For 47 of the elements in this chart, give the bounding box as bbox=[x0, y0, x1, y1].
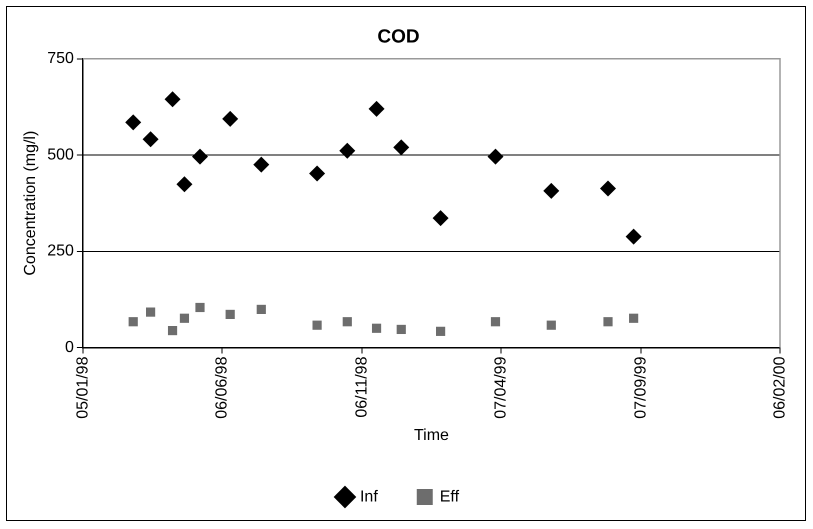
point bbox=[142, 131, 159, 148]
point bbox=[543, 182, 560, 199]
point bbox=[146, 308, 156, 317]
point bbox=[490, 317, 500, 326]
point bbox=[432, 210, 449, 226]
point bbox=[309, 166, 326, 182]
point bbox=[368, 100, 385, 117]
point bbox=[192, 148, 208, 165]
point bbox=[176, 176, 192, 192]
x-tick-label: 06/11/98 bbox=[353, 356, 370, 418]
point bbox=[180, 314, 190, 323]
point bbox=[168, 326, 178, 336]
y-tick-label: 750 bbox=[47, 50, 74, 68]
point bbox=[393, 139, 410, 156]
point bbox=[125, 114, 142, 130]
point bbox=[629, 314, 638, 323]
x-axis-title: Time bbox=[414, 426, 450, 444]
point bbox=[195, 302, 205, 312]
y-axis-title: Concentration (mg/l) bbox=[22, 130, 40, 276]
point bbox=[342, 317, 352, 326]
point bbox=[339, 142, 356, 159]
point bbox=[603, 317, 613, 326]
x-tick-label: 05/01/98 bbox=[74, 356, 92, 419]
point bbox=[128, 317, 138, 326]
legend-label: Eff bbox=[440, 488, 460, 506]
point bbox=[312, 320, 322, 330]
y-tick-label: 500 bbox=[47, 146, 74, 164]
point bbox=[487, 148, 504, 165]
point bbox=[600, 180, 616, 197]
point bbox=[226, 310, 235, 320]
legend-label: Inf bbox=[360, 488, 378, 506]
x-tick-label: 07/04/99 bbox=[492, 356, 510, 419]
point bbox=[436, 326, 446, 336]
point bbox=[256, 304, 266, 314]
y-tick-label: 0 bbox=[64, 338, 74, 356]
point bbox=[253, 156, 270, 173]
point bbox=[372, 324, 382, 333]
point bbox=[222, 110, 238, 127]
x-tick-label: 06/06/98 bbox=[213, 356, 230, 419]
point bbox=[546, 320, 556, 330]
x-tick-label: 07/09/99 bbox=[632, 356, 650, 419]
point bbox=[396, 324, 406, 334]
x-tick-label: 06/02/00 bbox=[771, 356, 788, 419]
point bbox=[626, 228, 642, 245]
point bbox=[164, 91, 181, 108]
y-tick-label: 250 bbox=[47, 242, 74, 260]
chart-title: COD bbox=[377, 26, 420, 48]
